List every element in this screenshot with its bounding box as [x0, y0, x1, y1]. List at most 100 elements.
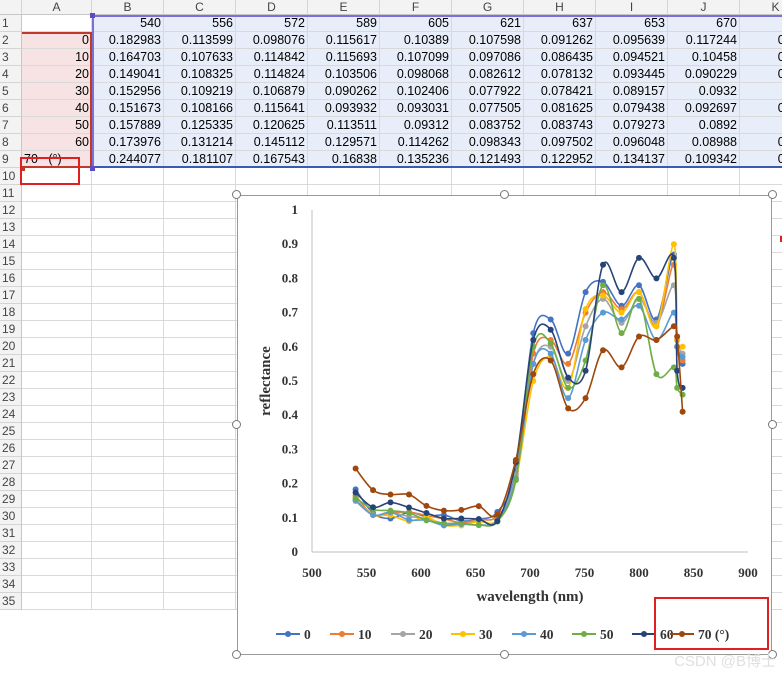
- cell-A30[interactable]: [22, 508, 92, 525]
- cell-D5[interactable]: 0.106879: [236, 83, 308, 100]
- chart-resize-handle-tl[interactable]: [232, 190, 241, 199]
- cell-K3[interactable]: 0.217: [740, 49, 782, 66]
- row-header-29[interactable]: 29: [0, 491, 22, 508]
- selection-corner-handle[interactable]: [90, 13, 95, 18]
- cell-G4[interactable]: 0.082612: [452, 66, 524, 83]
- row-header-8[interactable]: 8: [0, 134, 22, 151]
- cell-B8[interactable]: 0.173976: [92, 134, 164, 151]
- row-header-12[interactable]: 12: [0, 202, 22, 219]
- cell-I1[interactable]: 653: [596, 15, 668, 32]
- cell-A24[interactable]: [22, 406, 92, 423]
- row-header-7[interactable]: 7: [0, 117, 22, 134]
- row-header-19[interactable]: 19: [0, 321, 22, 338]
- column-header-I[interactable]: I: [596, 0, 668, 15]
- cell-B19[interactable]: [92, 321, 164, 338]
- cell-C29[interactable]: [164, 491, 236, 508]
- cell-B23[interactable]: [92, 389, 164, 406]
- cell-A7[interactable]: 50: [22, 117, 92, 134]
- cell-H6[interactable]: 0.081625: [524, 100, 596, 117]
- column-header-K[interactable]: K: [740, 0, 782, 15]
- cell-C11[interactable]: [164, 185, 236, 202]
- cell-G6[interactable]: 0.077505: [452, 100, 524, 117]
- cell-B15[interactable]: [92, 253, 164, 270]
- cell-D6[interactable]: 0.115641: [236, 100, 308, 117]
- cell-B22[interactable]: [92, 372, 164, 389]
- cell-H1[interactable]: 637: [524, 15, 596, 32]
- cell-E4[interactable]: 0.103506: [308, 66, 380, 83]
- cell-F5[interactable]: 0.102406: [380, 83, 452, 100]
- cell-D8[interactable]: 0.145112: [236, 134, 308, 151]
- cell-D10[interactable]: [236, 168, 308, 185]
- row-header-31[interactable]: 31: [0, 525, 22, 542]
- cell-A5[interactable]: 30: [22, 83, 92, 100]
- cell-F7[interactable]: 0.09312: [380, 117, 452, 134]
- column-header-G[interactable]: G: [452, 0, 524, 15]
- row-header-6[interactable]: 6: [0, 100, 22, 117]
- cell-A14[interactable]: [22, 236, 92, 253]
- cell-J5[interactable]: 0.0932: [668, 83, 740, 100]
- cell-B7[interactable]: 0.157889: [92, 117, 164, 134]
- cell-D4[interactable]: 0.114824: [236, 66, 308, 83]
- cell-C12[interactable]: [164, 202, 236, 219]
- cell-K4[interactable]: 0.227: [740, 66, 782, 83]
- cell-K7[interactable]: 0.21: [740, 117, 782, 134]
- cell-C5[interactable]: 0.109219: [164, 83, 236, 100]
- cell-F1[interactable]: 605: [380, 15, 452, 32]
- cell-J4[interactable]: 0.090229: [668, 66, 740, 83]
- cell-C35[interactable]: [164, 593, 236, 610]
- cell-E6[interactable]: 0.093932: [308, 100, 380, 117]
- column-header-H[interactable]: H: [524, 0, 596, 15]
- cell-A22[interactable]: [22, 372, 92, 389]
- chart-resize-handle-tm[interactable]: [500, 190, 509, 199]
- cell-A18[interactable]: [22, 304, 92, 321]
- cell-E3[interactable]: 0.115693: [308, 49, 380, 66]
- row-header-16[interactable]: 16: [0, 270, 22, 287]
- cell-C18[interactable]: [164, 304, 236, 321]
- cell-G10[interactable]: [452, 168, 524, 185]
- cell-K2[interactable]: 0.235: [740, 32, 782, 49]
- cell-A17[interactable]: [22, 287, 92, 304]
- cell-C2[interactable]: 0.113599: [164, 32, 236, 49]
- cell-E2[interactable]: 0.115617: [308, 32, 380, 49]
- row-header-2[interactable]: 2: [0, 32, 22, 49]
- row-header-4[interactable]: 4: [0, 66, 22, 83]
- cell-D2[interactable]: 0.098076: [236, 32, 308, 49]
- cell-A12[interactable]: [22, 202, 92, 219]
- row-header-21[interactable]: 21: [0, 355, 22, 372]
- cell-I7[interactable]: 0.079273: [596, 117, 668, 134]
- cell-A1[interactable]: [22, 15, 92, 32]
- row-header-3[interactable]: 3: [0, 49, 22, 66]
- cell-A23[interactable]: [22, 389, 92, 406]
- cell-B28[interactable]: [92, 474, 164, 491]
- cell-C33[interactable]: [164, 559, 236, 576]
- cell-C15[interactable]: [164, 253, 236, 270]
- cell-C31[interactable]: [164, 525, 236, 542]
- cell-B17[interactable]: [92, 287, 164, 304]
- cell-J1[interactable]: 670: [668, 15, 740, 32]
- cell-E1[interactable]: 589: [308, 15, 380, 32]
- cell-B11[interactable]: [92, 185, 164, 202]
- cell-A31[interactable]: [22, 525, 92, 542]
- cell-K10[interactable]: [740, 168, 782, 185]
- cell-B18[interactable]: [92, 304, 164, 321]
- cell-D7[interactable]: 0.120625: [236, 117, 308, 134]
- column-header-E[interactable]: E: [308, 0, 380, 15]
- cell-E7[interactable]: 0.113511: [308, 117, 380, 134]
- cell-K5[interactable]: 0.21: [740, 83, 782, 100]
- cell-A6[interactable]: 40: [22, 100, 92, 117]
- cell-G1[interactable]: 621: [452, 15, 524, 32]
- chart-resize-handle-bm[interactable]: [500, 650, 509, 659]
- cell-A27[interactable]: [22, 457, 92, 474]
- cell-J7[interactable]: 0.0892: [668, 117, 740, 134]
- column-header-A[interactable]: A: [22, 0, 92, 15]
- cell-G2[interactable]: 0.107598: [452, 32, 524, 49]
- chart-resize-handle-bl[interactable]: [232, 650, 241, 659]
- cell-B27[interactable]: [92, 457, 164, 474]
- cell-F3[interactable]: 0.107099: [380, 49, 452, 66]
- cell-B21[interactable]: [92, 355, 164, 372]
- cell-I4[interactable]: 0.093445: [596, 66, 668, 83]
- cell-B25[interactable]: [92, 423, 164, 440]
- cell-B1[interactable]: 540: [92, 15, 164, 32]
- cell-J9[interactable]: 0.109342: [668, 151, 740, 168]
- column-header-F[interactable]: F: [380, 0, 452, 15]
